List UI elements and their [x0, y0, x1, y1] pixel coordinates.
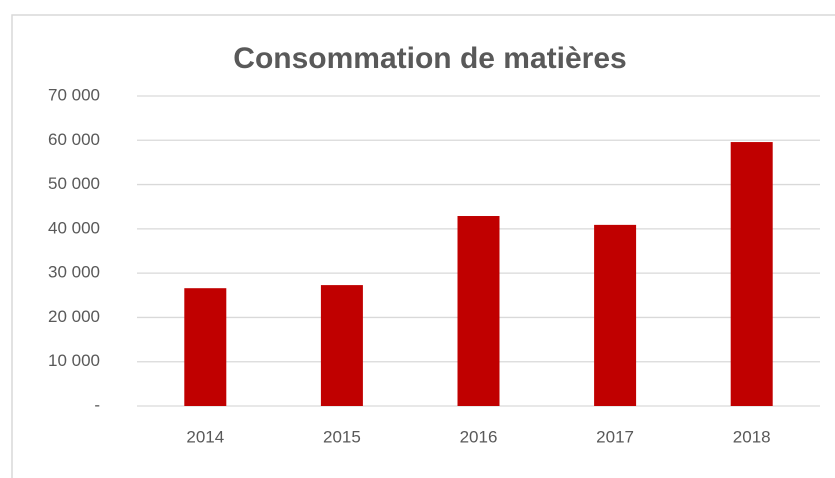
- y-tick-label: 30 000: [48, 263, 100, 282]
- y-tick-label: 40 000: [48, 218, 100, 237]
- bar: [730, 142, 773, 407]
- y-tick-label: 60 000: [48, 130, 100, 149]
- y-tick-label: 70 000: [48, 85, 100, 104]
- x-tick-label: 2016: [460, 427, 498, 446]
- bar: [184, 288, 227, 406]
- y-tick-label: 50 000: [48, 174, 100, 193]
- y-tick-label: 20 000: [48, 307, 100, 326]
- x-tick-label: 2015: [323, 427, 361, 446]
- x-tick-label: 2018: [733, 427, 771, 446]
- bar: [594, 224, 637, 406]
- chart-title: Consommation de matières: [233, 42, 626, 75]
- bar: [457, 216, 500, 406]
- chart-frame: [11, 14, 835, 478]
- bar: [320, 285, 363, 406]
- x-tick-label: 2014: [186, 427, 224, 446]
- y-tick-label: -: [94, 395, 100, 414]
- y-tick-label: 10 000: [48, 351, 100, 370]
- x-tick-label: 2017: [596, 427, 634, 446]
